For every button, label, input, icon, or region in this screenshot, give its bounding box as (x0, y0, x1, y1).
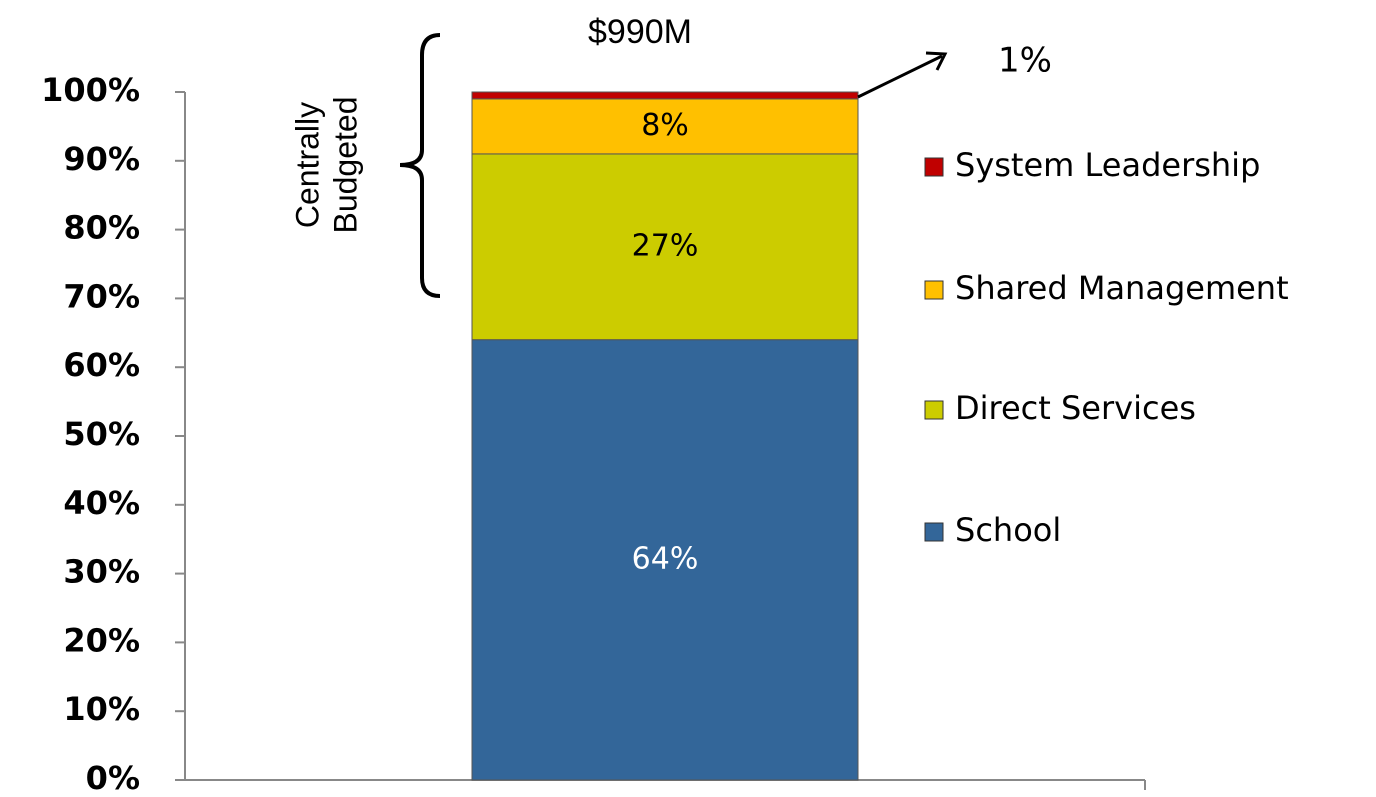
legend-label: Shared Management (955, 269, 1289, 307)
data-label: 1% (998, 41, 1052, 81)
y-tick-label: 50% (63, 415, 140, 453)
y-tick-label: 30% (63, 553, 140, 591)
legend-label: School (955, 511, 1061, 549)
bracket-label: Centrally Budgeted (289, 96, 363, 233)
total-label: $990M (588, 13, 692, 51)
legend-label: Direct Services (955, 389, 1196, 427)
legend-swatch (924, 400, 944, 420)
y-tick-label: 100% (41, 71, 140, 109)
data-label: 64% (632, 541, 699, 576)
y-tick-label: 80% (63, 209, 140, 247)
legend-swatch (924, 522, 944, 542)
legend-swatch (924, 157, 944, 177)
legend-swatch (924, 280, 944, 300)
y-tick-label: 10% (63, 690, 140, 728)
legend-label: System Leadership (955, 146, 1260, 184)
y-tick-label: 60% (63, 346, 140, 384)
bracket-label-line: Budgeted (327, 96, 363, 233)
y-tick-label: 70% (63, 277, 140, 315)
bar-segment (471, 339, 859, 781)
callout-arrow (857, 54, 943, 99)
bar-segment (471, 91, 859, 100)
callout-arrowhead (925, 51, 948, 71)
data-label: 8% (641, 108, 689, 143)
bracket-label-line: Centrally (289, 102, 325, 228)
bar-segment (471, 153, 859, 341)
bar-segment (471, 98, 859, 155)
data-label: 27% (632, 228, 699, 263)
y-tick-label: 90% (63, 140, 140, 178)
y-tick-label: 0% (86, 759, 140, 797)
y-tick-label: 20% (63, 621, 140, 659)
y-tick-label: 40% (63, 484, 140, 522)
bracket (399, 33, 441, 298)
